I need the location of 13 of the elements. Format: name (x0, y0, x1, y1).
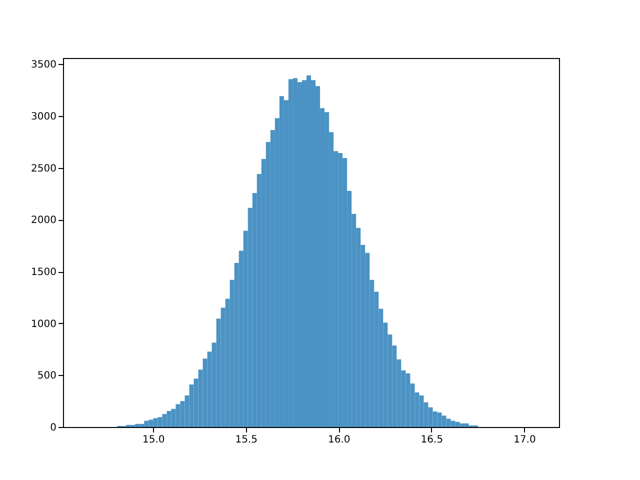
y-tick-label: 3500 (31, 60, 56, 71)
y-tick-label: 1000 (31, 318, 56, 330)
y-tick-label: 2500 (31, 163, 56, 174)
x-tick-label: 15.0 (142, 434, 165, 446)
y-tick-label: 2000 (31, 215, 56, 226)
y-tick-label: 3000 (31, 112, 56, 123)
x-tick-label: 16.5 (420, 434, 444, 446)
x-tick-label: 17.0 (514, 434, 536, 446)
x-tick-label: 15.5 (235, 434, 258, 446)
y-tick-label: 0 (50, 422, 56, 434)
y-tick-label: 1500 (31, 267, 56, 278)
y-tick-label: 500 (37, 370, 56, 382)
x-tick-label: 16.0 (328, 434, 350, 446)
